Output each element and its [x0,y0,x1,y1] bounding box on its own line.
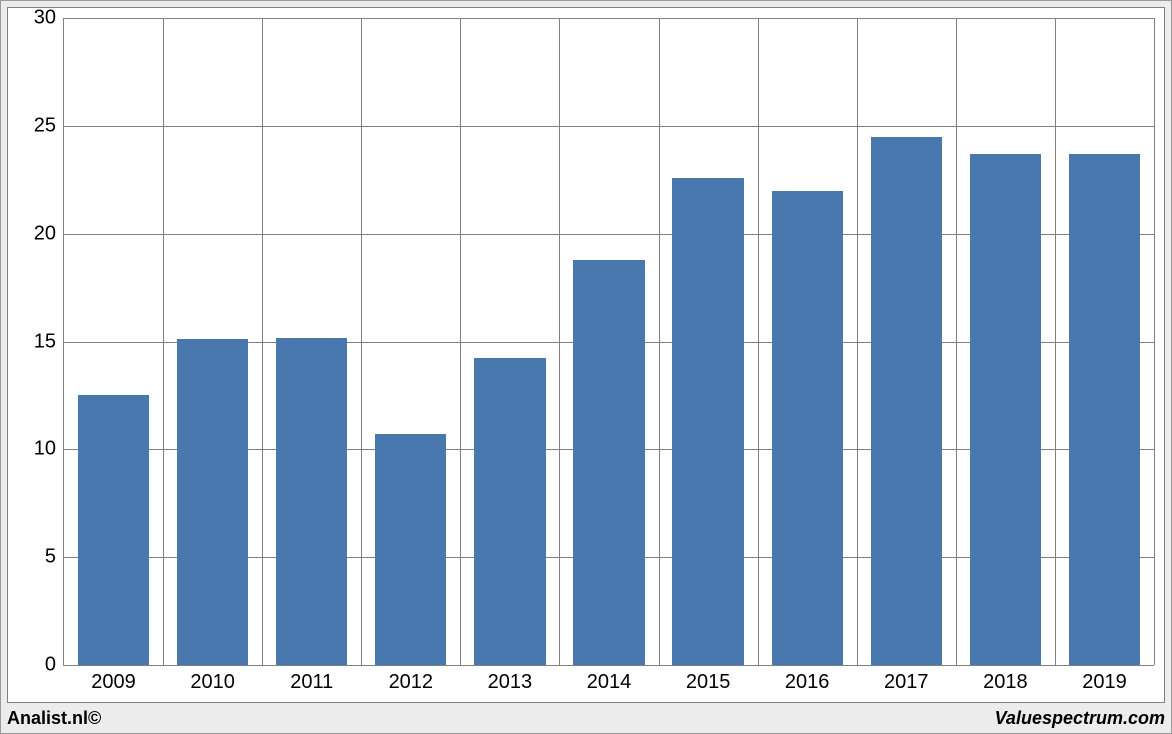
gridline-v [956,18,957,665]
ytick-label: 25 [34,114,64,137]
gridline-v [163,18,164,665]
gridline-v [857,18,858,665]
chart-inner: 0 5 10 15 20 25 30 2009 2010 2011 2012 2013 2014 2015… [7,7,1165,703]
gridline-v [659,18,660,665]
gridline-v [758,18,759,665]
chart-container: 0 5 10 15 20 25 30 2009 2010 2011 2012 2013 2014 2015… [0,0,1172,734]
gridline-v [1055,18,1056,665]
bar [871,137,942,665]
ytick-label: 5 [45,546,64,569]
xtick-label: 2012 [389,665,434,694]
ytick-label: 20 [34,222,64,245]
bar [177,339,248,665]
plot-area: 0510152025302009201020112012201320142015… [63,18,1154,666]
gridline-v [559,18,560,665]
xtick-label: 2017 [884,665,929,694]
ytick-label: 0 [45,654,64,677]
bar [474,358,545,665]
xtick-label: 2018 [983,665,1028,694]
xtick-label: 2014 [587,665,632,694]
ytick-label: 15 [34,330,64,353]
gridline-h [64,126,1154,127]
xtick-label: 2010 [190,665,235,694]
bar [672,178,743,665]
xtick-label: 2016 [785,665,830,694]
ytick-label: 30 [34,7,64,30]
bar [276,338,347,665]
xtick-label: 2009 [91,665,136,694]
bar [375,434,446,665]
footer-right-label: Valuespectrum.com [995,708,1165,729]
xtick-label: 2013 [488,665,533,694]
bar [1069,154,1140,665]
bar [78,395,149,665]
gridline-v [460,18,461,665]
xtick-label: 2019 [1082,665,1127,694]
gridline-v [1154,18,1155,665]
xtick-label: 2015 [686,665,731,694]
gridline-h [64,18,1154,19]
bar [573,260,644,665]
bar [970,154,1041,665]
ytick-label: 10 [34,438,64,461]
gridline-v [361,18,362,665]
bar [772,191,843,665]
footer-left-label: Analist.nl© [7,708,101,729]
xtick-label: 2011 [290,665,333,694]
gridline-v [262,18,263,665]
